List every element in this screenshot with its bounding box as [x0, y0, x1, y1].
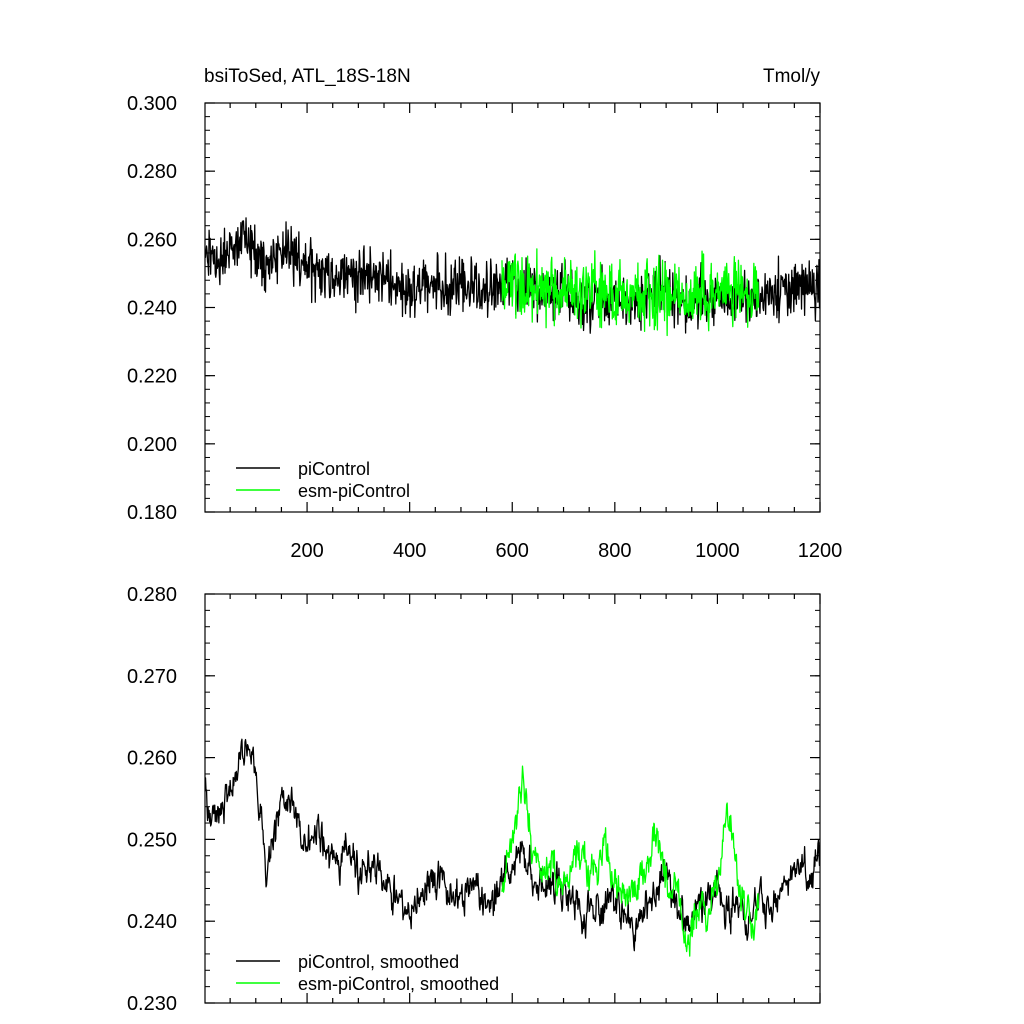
x-tick-label: 1200: [798, 540, 843, 562]
y-tick-label: 0.250: [127, 829, 177, 851]
y-tick-label: 0.260: [127, 229, 177, 251]
top-panel: 0.180 0.200 0.220 0.240 0.260 0.280 0.300 200 40…: [127, 93, 842, 562]
legend-label: esm-piControl, smoothed: [298, 974, 499, 994]
bottom-panel: 0.230 0.240 0.250 0.260 0.270 0.280 piControl,…: [127, 584, 821, 1015]
series-line-0: [205, 738, 820, 952]
x-tick-label: 1000: [695, 540, 740, 562]
y-tick-label: 0.240: [127, 298, 177, 320]
chart-title: bsiToSed, ATL_18S-18N: [204, 66, 411, 87]
y-tick-label: 0.260: [127, 748, 177, 770]
y-tick-label: 0.220: [127, 366, 177, 388]
y-tick-label: 0.180: [127, 502, 177, 524]
y-tick-label: 0.200: [127, 434, 177, 456]
chart-units: Tmol/y: [763, 66, 821, 87]
x-tick-label: 400: [393, 540, 426, 562]
legend-label: esm-piControl: [298, 481, 410, 501]
x-tick-label: 600: [496, 540, 529, 562]
y-tick-label: 0.280: [127, 161, 177, 183]
x-tick-label: 800: [598, 540, 631, 562]
legend-label: piControl: [298, 459, 370, 479]
y-tick-label: 0.230: [127, 993, 177, 1015]
series-line-1: [501, 248, 760, 337]
plot-frame: [204, 593, 821, 1004]
y-tick-label: 0.300: [127, 93, 177, 115]
y-tick-label: 0.240: [127, 911, 177, 933]
legend-label: piControl, smoothed: [298, 952, 459, 972]
x-tick-label: 200: [290, 540, 323, 562]
y-tick-label: 0.280: [127, 584, 177, 606]
series-line-1: [501, 765, 760, 957]
y-tick-label: 0.270: [127, 666, 177, 688]
